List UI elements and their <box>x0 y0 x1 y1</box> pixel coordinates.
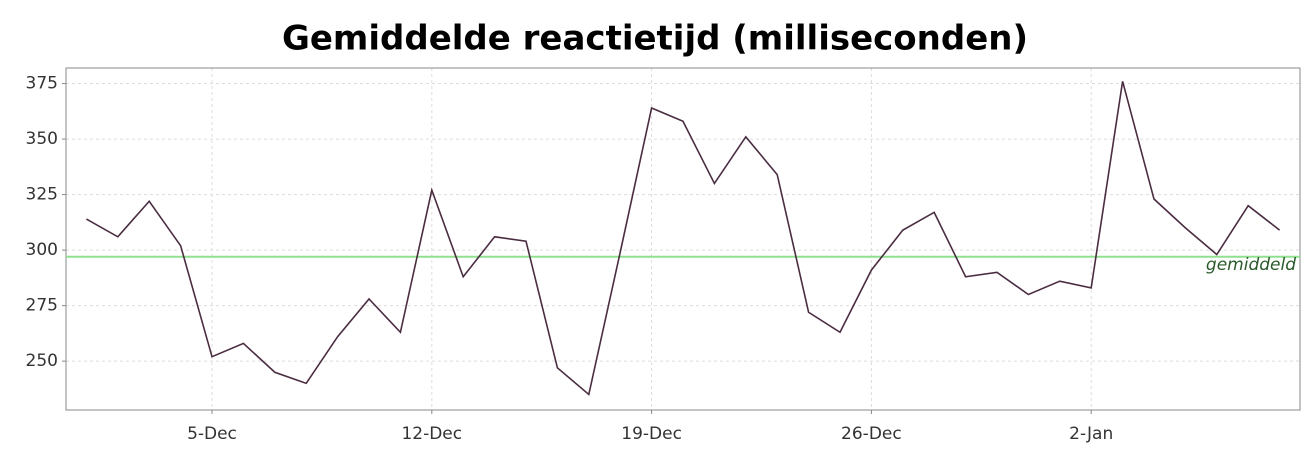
x-tick-label: 2-Jan <box>1069 424 1113 444</box>
x-tick-label: 19-Dec <box>621 424 682 444</box>
y-tick-label: 275 <box>26 296 58 316</box>
y-tick-label: 300 <box>26 240 58 260</box>
average-label: gemiddeld <box>1206 255 1296 275</box>
plot-frame <box>65 67 1301 411</box>
y-tick-label: 375 <box>26 74 58 94</box>
x-tick-label: 12-Dec <box>401 424 462 444</box>
y-tick-label: 325 <box>26 185 58 205</box>
y-tick-label: 350 <box>26 129 58 149</box>
y-tick-label: 250 <box>26 351 58 371</box>
x-tick-label: 26-Dec <box>841 424 902 444</box>
x-tick-label: 5-Dec <box>187 424 237 444</box>
chart-title: Gemiddelde reactietijd (milliseconden) <box>282 19 1028 59</box>
data-line <box>86 81 1281 396</box>
